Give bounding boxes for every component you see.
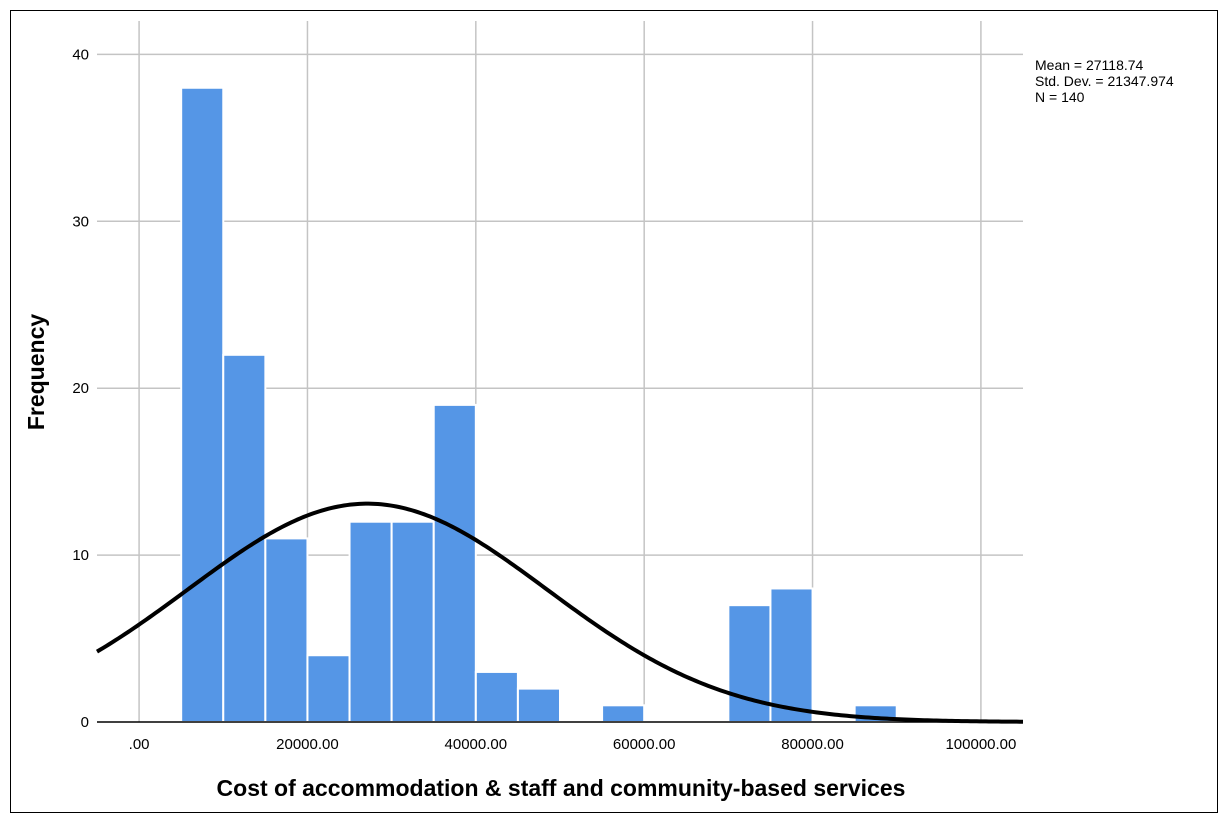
histogram-bar xyxy=(516,687,562,723)
histogram-bar xyxy=(306,654,351,723)
stats-mean: Mean = 27118.74 xyxy=(1035,57,1144,73)
y-tick-label: 10 xyxy=(72,547,89,564)
histogram-bar xyxy=(432,403,477,723)
x-tick-label: 60000.00 xyxy=(613,736,676,753)
y-tick-label: 30 xyxy=(72,213,89,230)
x-tick-label: 40000.00 xyxy=(445,736,508,753)
stats-n: N = 140 xyxy=(1035,89,1085,105)
stats-std-dev: Std. Dev. = 21347.974 xyxy=(1035,73,1174,89)
y-tick-label: 20 xyxy=(72,380,89,397)
histogram-bar xyxy=(769,587,814,723)
histogram-bar xyxy=(727,604,772,724)
x-tick-label: .00 xyxy=(129,736,150,753)
y-tick-labels: 0 10 20 30 40 xyxy=(72,46,89,731)
y-tick-label: 0 xyxy=(81,714,89,731)
x-axis-title: Cost of accommodation & staff and commun… xyxy=(217,775,906,801)
normal-curve-layer xyxy=(95,501,1024,724)
histogram-bar xyxy=(348,520,393,724)
y-tick-label: 40 xyxy=(72,46,89,63)
y-axis-title: Frequency xyxy=(23,314,49,431)
stats-box: Mean = 27118.74 Std. Dev. = 21347.974 N … xyxy=(1035,57,1174,105)
x-tick-label: 20000.00 xyxy=(276,736,339,753)
histogram-bar xyxy=(601,704,646,723)
x-tick-label: 80000.00 xyxy=(781,736,844,753)
x-tick-label: 100000.00 xyxy=(945,736,1016,753)
histogram-bar xyxy=(180,86,225,723)
histogram-bar xyxy=(390,520,435,724)
normal-curve xyxy=(95,501,1024,724)
histogram-bars xyxy=(180,86,898,724)
histogram-bar xyxy=(474,670,519,724)
x-tick-labels: .00 20000.00 40000.00 60000.00 80000.00 10000… xyxy=(129,736,1017,753)
histogram-bar xyxy=(264,537,309,724)
